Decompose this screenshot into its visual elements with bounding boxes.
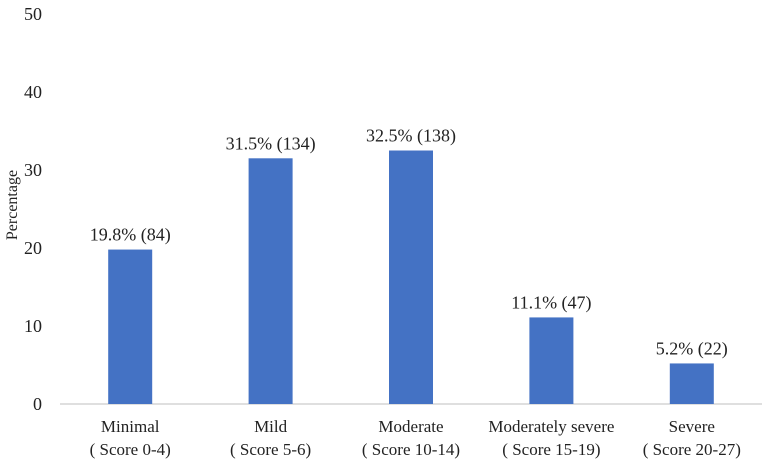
category-sublabel: ( Score 5-6) <box>230 440 311 459</box>
data-labels-group: 19.8% (84) 31.5% (134) 32.5% (138) 11.1% (4… <box>90 126 728 360</box>
bar <box>529 317 574 404</box>
category-sublabel: ( Score 20-27) <box>643 440 741 459</box>
category-sublabel: ( Score 0-4) <box>90 440 171 459</box>
data-label: 19.8% (84) <box>90 225 171 246</box>
category-label: Minimal <box>101 417 160 436</box>
y-tick-label: 20 <box>24 238 42 258</box>
data-label: 5.2% (22) <box>656 338 728 359</box>
bar <box>389 150 433 404</box>
category-label: Severe <box>669 417 715 436</box>
category-label: Moderate <box>378 417 443 436</box>
category-sublabel: ( Score 10-14) <box>362 440 460 459</box>
y-tick-label: 50 <box>24 4 42 24</box>
y-tick-label: 30 <box>24 160 42 180</box>
bars-group <box>108 150 714 404</box>
data-label: 32.5% (138) <box>366 126 456 147</box>
y-axis-label: Percentage <box>4 170 21 240</box>
data-label: 31.5% (134) <box>226 133 316 154</box>
data-label: 11.1% (47) <box>511 292 591 313</box>
bar <box>669 363 714 404</box>
bar <box>108 249 153 404</box>
y-tick-label: 40 <box>24 82 42 102</box>
category-sublabel: ( Score 15-19) <box>502 440 600 459</box>
category-label: Mild <box>254 417 288 436</box>
category-label: Moderately severe <box>488 417 614 436</box>
bar <box>248 158 293 404</box>
y-tick-label: 10 <box>24 316 42 336</box>
category-labels-group: Minimal ( Score 0-4) Mild ( Score 5-6) Moder… <box>90 417 741 459</box>
y-tick-label: 0 <box>33 394 42 414</box>
y-axis-ticks: 0 10 20 30 40 50 <box>24 4 42 414</box>
